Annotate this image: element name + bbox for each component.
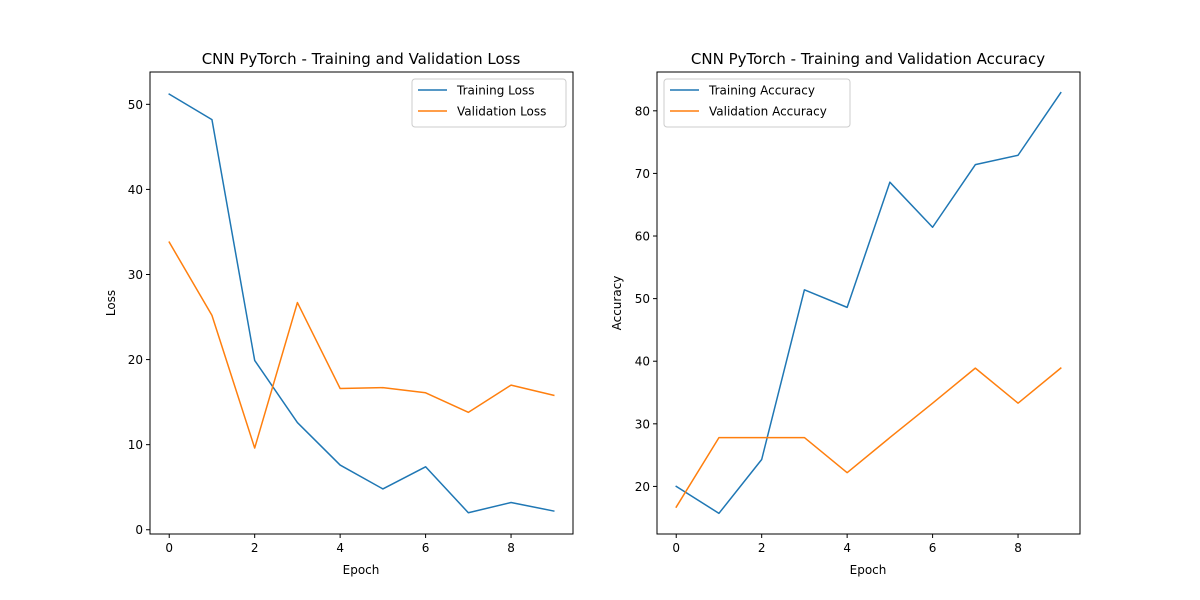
loss-y-tick-label: 50 [128,98,143,112]
accuracy-x-tick-label: 8 [1014,541,1022,555]
accuracy-x-tick-label: 2 [758,541,766,555]
loss-y-tick-label: 10 [128,438,143,452]
accuracy-y-tick-label: 20 [635,480,650,494]
accuracy-chart-title: CNN PyTorch - Training and Validation Ac… [691,50,1045,68]
accuracy-y-tick-label: 30 [635,417,650,431]
accuracy-series [675,91,1062,515]
loss-axes-frame [149,71,574,535]
accuracy-x-tick-label: 0 [672,541,680,555]
loss-plot-area [149,71,574,535]
accuracy-y-tick-label: 60 [635,230,650,244]
accuracy-chart: CNN PyTorch - Training and Validation Ac… [610,50,1081,577]
accuracy-plot-area [656,71,1081,535]
loss-series-line-validation [168,241,555,449]
accuracy-x-tick-label: 6 [929,541,937,555]
loss-x-axis-label: Epoch [343,563,380,577]
accuracy-y-tick-label: 80 [635,104,650,118]
accuracy-y-tick-label: 40 [635,355,650,369]
accuracy-series-line-validation [675,367,1062,509]
loss-x-ticks: 0 2 4 6 8 [165,534,515,555]
loss-y-tick-label: 40 [128,183,143,197]
accuracy-x-axis-label: Epoch [850,563,887,577]
accuracy-x-ticks: 0 2 4 6 8 [672,534,1022,555]
loss-y-tick-label: 0 [135,523,143,537]
loss-y-tick-label: 30 [128,268,143,282]
accuracy-axes-frame [656,71,1081,535]
loss-x-tick-label: 8 [507,541,515,555]
loss-series-line-training [168,93,555,514]
loss-chart: CNN PyTorch - Training and Validation Lo… [104,50,574,577]
loss-x-tick-label: 6 [422,541,430,555]
accuracy-legend: Training Accuracy Validation Accuracy [663,78,851,128]
loss-series [168,93,555,514]
loss-chart-title: CNN PyTorch - Training and Validation Lo… [202,50,521,68]
accuracy-y-tick-label: 70 [635,167,650,181]
loss-x-tick-label: 2 [251,541,259,555]
accuracy-legend-box [663,78,851,128]
loss-x-tick-label: 4 [336,541,344,555]
accuracy-y-ticks: 20 30 40 50 60 70 80 [635,104,657,494]
accuracy-legend-label-training: Training Accuracy [708,84,815,98]
loss-legend-box [411,78,567,128]
accuracy-x-tick-label: 4 [843,541,851,555]
loss-legend-label-validation: Validation Loss [457,105,546,119]
loss-x-tick-label: 0 [165,541,173,555]
accuracy-y-axis-label: Accuracy [610,276,624,331]
loss-legend: Training Loss Validation Loss [411,78,567,128]
loss-y-tick-label: 20 [128,353,143,367]
loss-y-ticks: 0 10 20 30 40 50 [128,98,150,537]
accuracy-series-line-training [675,91,1062,515]
accuracy-legend-label-validation: Validation Accuracy [709,105,827,119]
accuracy-y-tick-label: 50 [635,292,650,306]
loss-y-axis-label: Loss [104,290,118,316]
loss-legend-label-training: Training Loss [456,84,534,98]
